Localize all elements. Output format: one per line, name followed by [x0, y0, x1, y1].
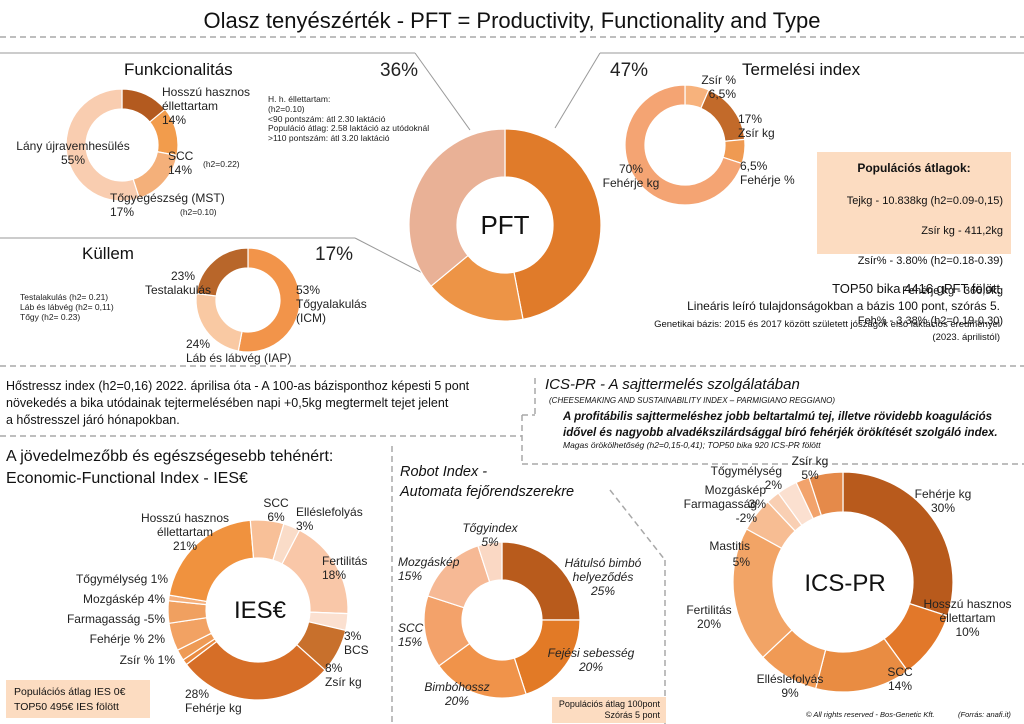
ies-label-longevity: Hosszú hasznos éllettartam 21% — [140, 511, 230, 553]
robot-box: Populációs átlag 100pont Szórás 5 pont — [552, 697, 666, 723]
ies-slice-3 — [185, 640, 326, 701]
termelesi-title: Termelési index — [742, 60, 861, 79]
ies-label-fat-kg: 8% Zsír kg — [325, 661, 362, 689]
pop-line-fat-kg: Zsír kg - 411,2kg — [921, 225, 1003, 237]
robot-box-text: Populációs átlag 100pont Szórás 5 pont — [558, 699, 660, 720]
icspr-label-locomotion: Mozgáskép 3% — [704, 483, 766, 511]
termelesi-label-fat-kg: 17% Zsír kg — [738, 112, 775, 140]
ies-label-fat-pct: Zsír % 1% — [119, 653, 175, 667]
pop-line-milk: Tejkg - 10.838kg (h2=0.09-0,15) — [846, 195, 1003, 207]
kullem-label-body: 23% Testalakulás — [145, 269, 212, 297]
ies-label-scc: SCC 6% — [263, 496, 289, 524]
icspr-label-fertility: Fertilitás 20% — [686, 603, 732, 631]
icspr-label-calving: Elléslefolyás 9% — [756, 672, 824, 700]
ies-box: Populációs átlag IES 0€ TOP50 495€ IES f… — [6, 680, 150, 718]
ies-slice-11 — [272, 523, 301, 565]
robot-label-milking-speed: Fejési sebesség 20% — [547, 646, 635, 674]
funkc-label-fertility: Lány újravemhesülés 55% — [16, 139, 130, 167]
funkc-slice-3 — [65, 88, 141, 202]
icspr-label-udder-depth: Tőgymélység 2% — [710, 464, 782, 492]
termelesi-label-fat-pct: Zsír % 6,5% — [701, 73, 736, 101]
robot-label-locomotion: Mozgáskép 15% — [398, 555, 460, 583]
robot-label-teat-length: Bimbóhossz 20% — [424, 680, 490, 708]
ies-box-text: Populációs átlag IES 0€ TOP50 495€ IES f… — [14, 686, 126, 713]
pop-line-protein-kg: Fehérje kg - 366,9kg — [902, 285, 1003, 297]
population-averages-box: Populációs átlagok: Tejkg - 10.838kg (h2… — [817, 152, 1011, 327]
funkc-h2-scc: (h2=0.22) — [203, 159, 240, 169]
ies-heading: A jövedelmezőbb és egészségesebb tehénér… — [6, 448, 334, 487]
pop-line-protein-pct: Feh% - 3.38% (h2=0.19-0.30) — [857, 315, 1003, 327]
termelesi-slice-3 — [624, 84, 743, 206]
funkc-title: Funkcionalitás — [124, 60, 233, 79]
pft-slice-2 — [408, 128, 506, 288]
robot-slice-5 — [477, 541, 503, 583]
robot-label-rear-teat: Hátulsó bimbó helyeződés 25% — [564, 556, 642, 598]
termelesi-label-protein-kg: 70% Fehérje kg — [602, 162, 660, 190]
top50-line1: TOP50 bika 4416 gPFT fölött — [832, 281, 1000, 296]
population-averages-title: Populációs átlagok: — [857, 161, 971, 175]
kullem-label-udder: 53% Tőgyalakulás (ICM) — [296, 283, 367, 325]
pft-center-label: PFT — [480, 210, 530, 240]
icspr-description: A profitábilis sajttermeléshez jobb belt… — [563, 411, 998, 439]
ies-label-protein-kg: 28% Fehérje kg — [185, 687, 242, 715]
pft-callout-production: 47% — [610, 60, 649, 81]
icspr-label-fat-kg: Zsír kg 5% — [791, 454, 829, 482]
icspr-label-longevity: Hosszú hasznos éllettartam 10% — [923, 597, 1012, 639]
ies-label-protein-pct: Fehérje % 2% — [89, 632, 165, 646]
population-averages-lines: Tejkg - 10.838kg (h2=0.09-0,15) Zsír kg … — [847, 179, 1003, 344]
ies-center-label: IES€ — [233, 597, 287, 624]
robot-label-udder-index: Tőgyindex 5% — [462, 521, 518, 549]
pop-line-fat-pct: Zsír% - 3.80% (h2=0.18-0.39) — [857, 255, 1003, 267]
icspr-center-label: ICS-PR — [804, 570, 886, 597]
kullem-slice-2 — [195, 247, 249, 297]
icspr-subheading: (CHEESEMAKING AND SUSTAINABILITY INDEX –… — [549, 396, 835, 405]
pft-callout-type: 17% — [315, 244, 354, 265]
funkc-note: H. h. éllettartam: (h2=0.10) <90 pontszá… — [268, 94, 430, 144]
footer-rights: © All rights reserved - Bos-Genetic Kft. — [806, 710, 935, 719]
funkc-label-mst: Tőgyegészség (MST) 17% — [110, 191, 225, 219]
icspr-mastitis-text: Mastitis 5% — [709, 539, 750, 569]
footer-source: (Forrás: anafi.it) — [958, 710, 1011, 719]
icspr-slice-9 — [808, 471, 844, 517]
icspr-label-height: Farmagasság -2% — [683, 497, 757, 525]
ies-label-height: Farmagasság -5% — [66, 612, 165, 626]
icspr-label-scc: SCC 14% — [887, 665, 913, 693]
kullem-title: Küllem — [82, 244, 134, 263]
page-title: Olasz tenyészérték - PFT = Productivity,… — [203, 8, 821, 33]
kullem-note: Testalakulás (h2= 0.21) Láb és lábvég (h… — [20, 292, 114, 322]
pft-slice-0 — [504, 128, 602, 321]
ies-label-bcs: 3% BCS — [344, 629, 369, 657]
robot-heading: Robot Index - Automata fejőrendszerekre — [400, 464, 575, 500]
heat-stress-text: Hőstressz index (h2=0,16) 2022. áprilisa… — [6, 379, 470, 427]
termelesi-label-protein-pct: 6,5% Fehérje % — [740, 159, 795, 187]
funkc-label-scc: SCC 14% — [168, 149, 194, 177]
ies-label-locomotion: Mozgáskép 4% — [82, 592, 165, 606]
icspr-label-protein-kg: Fehérje kg 30% — [914, 487, 972, 515]
icspr-heading: ICS-PR - A sajttermelés szolgálatában — [545, 376, 800, 393]
ies-label-udder-depth: Tőgymélység 1% — [75, 572, 168, 586]
icspr-slice-0 — [842, 471, 954, 617]
funkc-h2-mst: (h2=0.10) — [180, 207, 217, 217]
robot-label-scc: SCC 15% — [398, 621, 424, 649]
kullem-label-legs: 24% Láb és lábvég (IAP) — [186, 337, 292, 365]
top50-line2: Lineáris leíró tulajdonságokban a bázis … — [687, 299, 1000, 313]
robot-slice-0 — [501, 541, 581, 621]
ies-label-fertility: Fertilitás 18% — [322, 554, 368, 582]
icspr-note: Magas örökölhetőség (h2=0,15-0,41); TOP5… — [563, 440, 821, 450]
pft-callout-functionality: 36% — [380, 60, 419, 81]
ies-label-calving: Elléslefolyás 3% — [296, 505, 363, 533]
icspr-label-mastitis: Mastitis 5% — [680, 538, 750, 570]
kullem-slice-0 — [237, 247, 301, 353]
top50-line3: Genetikai bázis: 2015 és 2017 között szü… — [654, 319, 1000, 343]
funkc-label-longevity: Hosszú hasznos éllettartam 14% — [162, 85, 251, 127]
